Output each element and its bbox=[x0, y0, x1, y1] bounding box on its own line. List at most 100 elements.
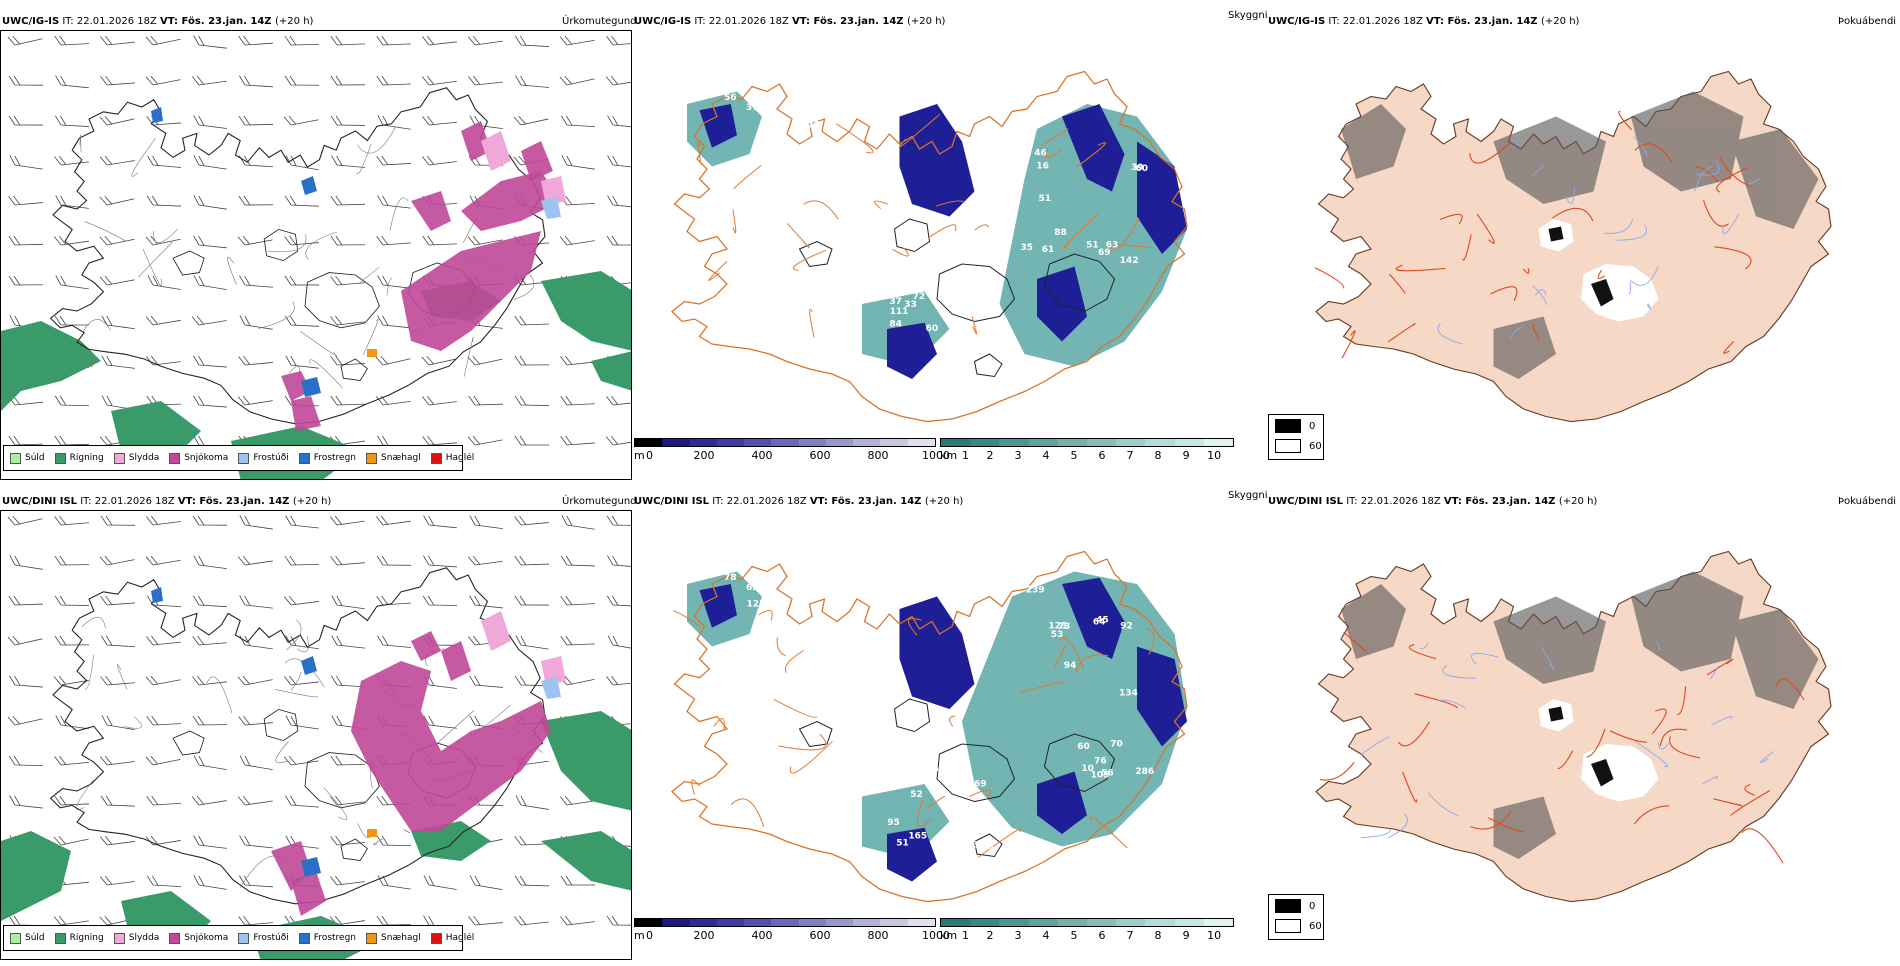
legend-swatch bbox=[238, 452, 250, 464]
sleet-area bbox=[481, 131, 566, 206]
wind-barb bbox=[606, 675, 631, 686]
sleet-patch bbox=[481, 131, 511, 171]
wind-barb bbox=[9, 795, 43, 809]
wind-barb bbox=[377, 275, 411, 289]
road-line bbox=[1609, 730, 1647, 743]
wind-barb bbox=[146, 195, 181, 207]
colorbar-tick: 600 bbox=[809, 449, 831, 462]
wind-barb bbox=[514, 315, 549, 326]
river-line bbox=[1634, 740, 1668, 768]
valid-label: VT: bbox=[1426, 16, 1448, 27]
colorbar-segment bbox=[1145, 439, 1175, 446]
road-line bbox=[1076, 142, 1107, 168]
colorbar-segment bbox=[999, 919, 1029, 926]
colorbar-segment bbox=[853, 439, 881, 446]
colorbar-segment bbox=[662, 919, 690, 926]
road-line bbox=[131, 137, 156, 177]
road-line bbox=[268, 234, 307, 253]
wind-barb bbox=[147, 275, 181, 290]
road-line bbox=[1408, 644, 1437, 660]
visibility-label: 60 bbox=[1136, 164, 1149, 174]
wind-barb bbox=[145, 235, 181, 246]
snow-patch bbox=[461, 171, 561, 231]
road-line bbox=[290, 671, 302, 691]
legend-label: Súld bbox=[25, 453, 45, 463]
wind-barb bbox=[192, 715, 228, 726]
road-line bbox=[1062, 212, 1099, 250]
visibility-label: 35 bbox=[1021, 243, 1034, 253]
wind-barb bbox=[377, 195, 411, 209]
wind-barb bbox=[8, 115, 44, 126]
cloud-base-ticks: 0 200 400 600 800 1000 bbox=[646, 929, 950, 943]
wind-barb bbox=[422, 435, 457, 446]
wind-barb bbox=[100, 515, 136, 526]
precip-map-frame: Súld Rigning Slydda Snjókoma Frostúði Frostre… bbox=[0, 30, 632, 480]
colorbar-segment bbox=[798, 439, 826, 446]
wind-barb bbox=[607, 115, 631, 129]
fog-white-patch bbox=[1581, 744, 1659, 802]
wind-barb bbox=[468, 395, 504, 406]
glacier-outline bbox=[172, 250, 205, 276]
wind-barb bbox=[330, 555, 365, 566]
wind-barb bbox=[467, 35, 503, 46]
road-line bbox=[1089, 816, 1128, 849]
colorbar-segment bbox=[853, 919, 881, 926]
rain-patch bbox=[541, 711, 631, 811]
colorbar-tick: 600 bbox=[809, 929, 831, 942]
wind-barb bbox=[467, 355, 503, 366]
glacier-outline bbox=[304, 272, 380, 329]
glacier-outline bbox=[263, 708, 299, 742]
wind-barb bbox=[285, 635, 319, 650]
wind-barb bbox=[54, 315, 90, 326]
fog-dark-patch bbox=[1731, 129, 1819, 229]
wind-barb bbox=[283, 115, 319, 126]
snow-pellet-patch bbox=[367, 349, 377, 357]
wind-barb bbox=[9, 555, 43, 570]
roads bbox=[1314, 110, 1753, 359]
road-line bbox=[85, 654, 94, 690]
road-line bbox=[789, 740, 833, 774]
colorbar-tick: 1 bbox=[962, 929, 969, 942]
colorbar-tick: 3 bbox=[1014, 449, 1022, 462]
wind-barb bbox=[330, 355, 365, 366]
precip-legend-item: Súld bbox=[10, 932, 45, 944]
road-line bbox=[403, 829, 411, 834]
wind-barb bbox=[99, 275, 135, 286]
fog-index-map bbox=[1315, 550, 1832, 903]
wind-barb bbox=[377, 115, 411, 130]
wind-barb bbox=[237, 675, 273, 686]
colorbar-tick: 4 bbox=[1042, 449, 1050, 462]
wind-barb bbox=[284, 75, 320, 86]
snow-patch bbox=[411, 191, 451, 231]
river-line bbox=[1646, 303, 1652, 310]
road-line bbox=[84, 221, 127, 242]
legend-label: Slydda bbox=[128, 453, 160, 463]
fog-dark-patch bbox=[1493, 596, 1606, 684]
snow-patch bbox=[521, 141, 553, 181]
wind-barb bbox=[193, 155, 227, 170]
precip-legend-item: Rigning bbox=[54, 452, 104, 464]
road-line bbox=[1053, 644, 1067, 669]
visibility-label: 73 bbox=[1058, 622, 1071, 632]
road-line bbox=[908, 618, 922, 636]
fog-dark-patch bbox=[1731, 609, 1819, 709]
road-line bbox=[1476, 213, 1495, 244]
colorbar-tick: 6 bbox=[1098, 449, 1106, 462]
visibility-label: 69 bbox=[974, 779, 987, 789]
visibility-colorbar bbox=[940, 438, 1234, 447]
wind-barb bbox=[421, 355, 457, 366]
river-line bbox=[1532, 285, 1548, 306]
wind-barb bbox=[101, 355, 135, 369]
model-name: UWC/IG-IS bbox=[2, 16, 60, 27]
wind-barb bbox=[514, 35, 549, 47]
wind-barb bbox=[193, 195, 227, 210]
cloud-base-patch bbox=[699, 104, 737, 148]
wind-barb bbox=[193, 35, 227, 49]
lead-time: (+20 h) bbox=[292, 496, 332, 507]
precip-panel-title: Úrkomutegund bbox=[562, 16, 637, 27]
visibility-label: 100 bbox=[981, 324, 1000, 334]
road-line bbox=[386, 277, 393, 296]
wind-barb bbox=[53, 835, 89, 846]
cloud-base-patch bbox=[1037, 266, 1087, 342]
legend-label: Frostregn bbox=[313, 453, 357, 463]
